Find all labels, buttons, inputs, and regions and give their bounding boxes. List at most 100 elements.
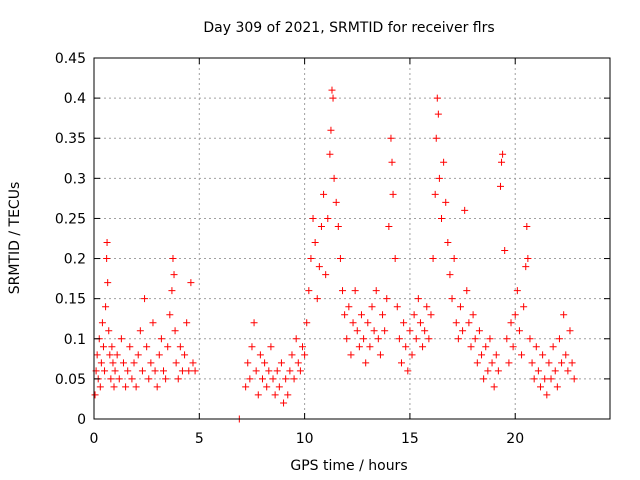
y-tick-label: 0.4 bbox=[64, 91, 86, 107]
data-point bbox=[282, 375, 290, 383]
data-point bbox=[467, 343, 475, 351]
data-point bbox=[122, 383, 130, 391]
data-point bbox=[106, 351, 114, 359]
grid-layer bbox=[94, 58, 610, 419]
data-point bbox=[524, 255, 532, 263]
data-point bbox=[189, 359, 197, 367]
data-point bbox=[101, 367, 109, 375]
data-point bbox=[96, 383, 104, 391]
data-point bbox=[113, 351, 121, 359]
data-point bbox=[564, 367, 572, 375]
data-point bbox=[421, 327, 429, 335]
data-point bbox=[103, 239, 111, 247]
y-tick-label: 0 bbox=[77, 412, 86, 428]
data-point bbox=[119, 359, 127, 367]
data-point bbox=[191, 367, 199, 375]
data-point bbox=[349, 319, 357, 327]
data-point bbox=[549, 343, 557, 351]
data-point bbox=[98, 319, 106, 327]
data-point bbox=[103, 255, 111, 263]
data-point bbox=[370, 327, 378, 335]
data-point bbox=[155, 351, 163, 359]
data-point bbox=[187, 279, 195, 287]
data-point bbox=[256, 351, 264, 359]
data-point bbox=[341, 311, 349, 319]
data-point bbox=[254, 391, 262, 399]
data-point bbox=[412, 335, 420, 343]
data-point bbox=[454, 335, 462, 343]
x-tick-label: 0 bbox=[90, 431, 99, 447]
points-layer bbox=[91, 86, 578, 423]
data-point bbox=[503, 335, 511, 343]
data-point bbox=[494, 367, 502, 375]
data-point bbox=[280, 399, 288, 407]
data-point bbox=[250, 319, 258, 327]
data-point bbox=[271, 391, 279, 399]
data-point bbox=[505, 359, 513, 367]
data-point bbox=[93, 351, 101, 359]
data-point bbox=[160, 367, 168, 375]
data-point bbox=[518, 351, 526, 359]
data-point bbox=[105, 327, 113, 335]
data-point bbox=[465, 319, 473, 327]
data-point bbox=[134, 351, 142, 359]
y-tick-label: 0.35 bbox=[55, 131, 86, 147]
data-point bbox=[459, 327, 467, 335]
data-point bbox=[532, 343, 540, 351]
data-point bbox=[136, 327, 144, 335]
data-point bbox=[490, 383, 498, 391]
data-point bbox=[509, 343, 517, 351]
data-point bbox=[102, 303, 110, 311]
data-point bbox=[267, 343, 275, 351]
data-point bbox=[478, 351, 486, 359]
data-point bbox=[368, 303, 376, 311]
data-point bbox=[91, 391, 99, 399]
data-point bbox=[181, 351, 189, 359]
data-point bbox=[99, 343, 107, 351]
data-point bbox=[124, 367, 132, 375]
data-point bbox=[288, 351, 296, 359]
data-point bbox=[499, 150, 507, 158]
data-point bbox=[263, 383, 271, 391]
data-point bbox=[513, 287, 521, 295]
data-point bbox=[501, 247, 509, 255]
data-point bbox=[388, 158, 396, 166]
data-point bbox=[391, 255, 399, 263]
data-point bbox=[379, 311, 387, 319]
data-point bbox=[151, 367, 159, 375]
data-point bbox=[164, 343, 172, 351]
data-point bbox=[339, 287, 347, 295]
data-point bbox=[104, 279, 112, 287]
data-point bbox=[558, 359, 566, 367]
data-point bbox=[431, 190, 439, 198]
data-point bbox=[381, 327, 389, 335]
data-point bbox=[419, 343, 427, 351]
data-point bbox=[248, 343, 256, 351]
data-point bbox=[526, 335, 534, 343]
data-point bbox=[307, 255, 315, 263]
data-point bbox=[162, 375, 170, 383]
data-point bbox=[463, 287, 471, 295]
data-point bbox=[530, 375, 538, 383]
data-point bbox=[357, 311, 365, 319]
data-point bbox=[324, 214, 332, 222]
data-point bbox=[334, 222, 342, 230]
data-point bbox=[347, 351, 355, 359]
ticks-layer: 0 0.05 0.1 0.15 0.2 0.25 0.3 0.35 0.4 0.45 0 5 10 15 2… bbox=[55, 51, 610, 447]
y-tick-label: 0.45 bbox=[55, 51, 86, 67]
y-tick-label: 0.3 bbox=[64, 171, 86, 187]
data-point bbox=[171, 327, 179, 335]
data-point bbox=[374, 335, 382, 343]
data-point bbox=[141, 295, 149, 303]
data-point bbox=[484, 367, 492, 375]
data-point bbox=[336, 255, 344, 263]
data-point bbox=[126, 343, 134, 351]
data-point bbox=[551, 367, 559, 375]
data-point bbox=[315, 263, 323, 271]
data-point bbox=[515, 327, 523, 335]
data-point bbox=[486, 335, 494, 343]
data-point bbox=[322, 271, 330, 279]
data-point bbox=[183, 319, 191, 327]
data-point bbox=[395, 335, 403, 343]
x-axis-label: GPS time / hours bbox=[290, 458, 407, 474]
